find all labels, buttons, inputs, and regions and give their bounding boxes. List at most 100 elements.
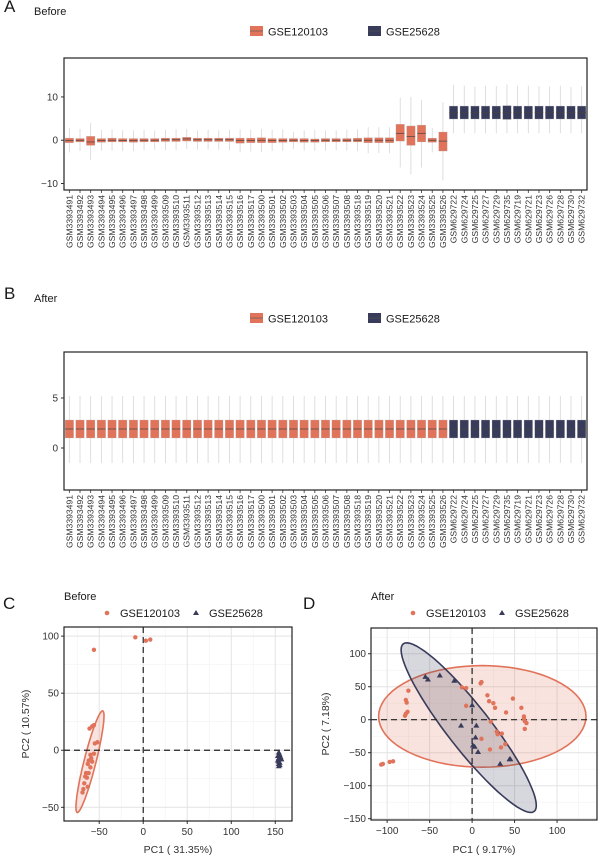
data-point-gse120103 <box>479 679 484 685</box>
x-tick-label: GSM3393524 <box>417 495 427 548</box>
data-point-gse120103 <box>89 759 95 764</box>
x-tick-label: GSM3393498 <box>139 195 149 248</box>
x-tick-label: GSM629723 <box>534 195 544 243</box>
x-tick-label: GSM3393500 <box>256 495 266 548</box>
x-tick-label: 0 <box>469 826 475 837</box>
data-point-gse120103 <box>133 635 138 640</box>
x-tick-label: GSM629727 <box>481 195 491 243</box>
x-tick-label: GSM3393507 <box>331 195 341 248</box>
x-tick-label: GSM629725 <box>470 195 480 243</box>
panel-title: After <box>34 293 58 305</box>
data-point-gse120103 <box>463 685 469 691</box>
x-tick-label: GSM3393522 <box>395 495 405 548</box>
boxes <box>64 84 587 181</box>
x-tick-label: GSM3393502 <box>278 495 288 548</box>
data-point-gse120103 <box>492 705 498 711</box>
x-tick-label: GSM3393522 <box>395 195 405 248</box>
x-tick-label: −50 <box>91 827 108 838</box>
x-tick-label: GSM629729 <box>491 495 501 543</box>
x-tick-label: GSM3393505 <box>310 195 320 248</box>
data-point-gse120103 <box>88 752 93 758</box>
x-tick-label: GSM629719 <box>513 495 523 543</box>
x-tick-label: GSM3393511 <box>182 495 192 548</box>
x-tick-label: GSM3393503 <box>288 195 298 248</box>
x-tick-label: GSM3393491 <box>64 495 74 548</box>
data-point-gse120103 <box>143 638 149 643</box>
x-tick-label: GSM3393524 <box>417 195 427 248</box>
x-tick-label: GSM3393515 <box>224 495 234 548</box>
x-tick-label: GSM3393506 <box>321 195 331 248</box>
x-tick-label: GSM3393525 <box>427 495 437 548</box>
box <box>395 124 405 142</box>
x-tick-label: GSM3393504 <box>299 495 309 548</box>
x-tick-label: GSM629725 <box>470 495 480 543</box>
data-point-gse120103 <box>486 699 492 704</box>
data-point-gse120103 <box>406 688 411 693</box>
data-point-gse120103 <box>522 726 527 732</box>
data-point-gse120103 <box>85 761 90 767</box>
x-tick-label: GSM3393501 <box>267 495 277 548</box>
panel-title: After <box>371 591 395 603</box>
y-tick-label: 50 <box>48 689 60 700</box>
legend-label: GSE120103 <box>120 608 180 620</box>
data-point-gse120103 <box>89 756 94 761</box>
x-tick-label: GSM3393509 <box>160 495 170 548</box>
y-tick-label: 0 <box>360 715 366 726</box>
y-tick-label: 0 <box>52 444 58 455</box>
legend-key-triangle <box>499 610 505 615</box>
x-tick-label: GSM3393510 <box>171 195 181 248</box>
y-tick-label: 10 <box>47 92 59 103</box>
legend-label: GSE120103 <box>268 27 328 39</box>
panel-title: Before <box>64 591 96 603</box>
x-tick-label: GSM3393517 <box>246 195 256 248</box>
y-tick-label: −100 <box>343 781 366 792</box>
boxes <box>64 396 587 463</box>
x-tick-label: GSM629722 <box>449 495 459 543</box>
x-tick-label: GSM3393506 <box>321 495 331 548</box>
data-point-gse120103 <box>503 710 509 715</box>
box <box>438 131 448 152</box>
data-point-gse25628 <box>472 734 479 740</box>
x-axis-label: PC1 ( 31.35%) <box>144 844 213 856</box>
x-tick-label: GSM629724 <box>459 495 469 543</box>
data-point-gse120103 <box>503 741 508 747</box>
x-tick-label: GSM3393502 <box>278 195 288 248</box>
data-point-gse120103 <box>88 765 93 770</box>
x-tick-label: GSM3393514 <box>214 195 224 248</box>
y-axis-label: PC2 ( 10.57%) <box>20 690 32 759</box>
data-point-gse25628 <box>475 749 482 755</box>
panel-label-a: A <box>4 0 16 16</box>
x-tick-label: GSM629730 <box>566 195 576 243</box>
x-tick-label: GSM3393511 <box>182 195 192 248</box>
data-point-gse120103 <box>390 759 396 764</box>
x-tick-label: GSM3393491 <box>64 195 74 248</box>
x-tick-label: GSM3393513 <box>203 195 213 248</box>
data-point-gse120103 <box>91 647 97 653</box>
data-point-gse120103 <box>82 781 87 786</box>
data-point-gse25628 <box>497 760 504 766</box>
x-tick-label: GSM3393508 <box>342 195 352 248</box>
panel-label-b: B <box>4 284 15 303</box>
legend-label: GSE25628 <box>515 608 569 620</box>
x-tick-label: GSM3393525 <box>427 195 437 248</box>
panel-title: Before <box>34 6 66 18</box>
x-tick-label: GSM3393516 <box>235 495 245 548</box>
legend-label: GSE120103 <box>268 314 328 326</box>
data-point-gse120103 <box>81 786 86 792</box>
data-point-gse120103 <box>495 732 500 737</box>
x-tick-label: GSM3393514 <box>214 495 224 548</box>
x-tick-label: GSM629719 <box>513 195 523 243</box>
x-tick-label: GSM3393505 <box>310 495 320 548</box>
data-point-gse25628 <box>451 677 458 683</box>
data-point-gse120103 <box>491 701 496 706</box>
plot-border <box>63 57 588 191</box>
y-tick-label: −150 <box>343 814 366 825</box>
x-axis-label: PC1 ( 9.17%) <box>452 844 515 856</box>
x-tick-label: GSM3393500 <box>256 195 266 248</box>
x-tick-label: 100 <box>223 827 240 838</box>
data-point-gse120103 <box>91 751 97 756</box>
x-tick-label: GSM3393508 <box>342 495 352 548</box>
legend-label: GSE25628 <box>386 27 440 39</box>
x-tick-label: GSM3393516 <box>235 195 245 248</box>
data-point-gse25628 <box>422 673 429 679</box>
